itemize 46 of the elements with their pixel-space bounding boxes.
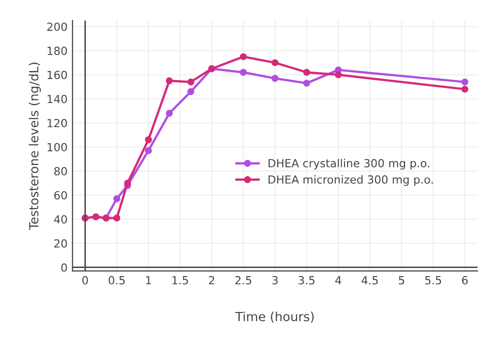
- point: [303, 80, 310, 87]
- x-tick-label: 4.5: [362, 276, 378, 284]
- y-tick-label: 80: [54, 167, 67, 176]
- point: [124, 180, 132, 187]
- y-tick-label: 0: [61, 263, 67, 272]
- y-tick-label: 160: [48, 70, 67, 80]
- point: [272, 59, 278, 66]
- x-tick-label: 0.5: [108, 276, 125, 284]
- point: [240, 68, 247, 76]
- x-tick-label: 2.5: [235, 276, 252, 284]
- point: [113, 214, 120, 222]
- x-tick-label: 6: [462, 276, 468, 284]
- x-tick-label: 3: [272, 276, 278, 284]
- point: [334, 71, 342, 78]
- y-tick-label: 120: [48, 118, 67, 128]
- x-axis-title: Time (hours): [235, 312, 314, 323]
- legend-label: DHEA crystalline 300 mg p.o.: [268, 158, 430, 170]
- x-tick-label: 3.5: [298, 276, 315, 284]
- point: [272, 74, 278, 82]
- point: [166, 77, 173, 84]
- point: [461, 78, 468, 86]
- y-tick-label: 20: [54, 239, 67, 248]
- point: [303, 68, 310, 76]
- x-tick-label: 1: [146, 276, 151, 284]
- x-tick-label: 0: [82, 276, 88, 284]
- x-tick-label: 5.5: [425, 276, 442, 284]
- x-tick-label: 5: [398, 276, 404, 284]
- y-tick-label: 140: [48, 94, 67, 104]
- point: [187, 78, 194, 86]
- point: [187, 88, 194, 96]
- point: [144, 147, 152, 154]
- point: [240, 53, 247, 60]
- point: [144, 136, 152, 144]
- y-tick-label: 40: [54, 215, 67, 224]
- y-tick-label: 180: [48, 46, 67, 56]
- y-tick-label: 60: [54, 191, 67, 200]
- legend-label: DHEA micronized 300 mg p.o.: [268, 175, 433, 186]
- y-axis-title: Testosterone levels (ng/dL): [28, 62, 41, 230]
- y-tick-label: 100: [48, 142, 67, 152]
- x-tick-label: 4: [335, 276, 342, 284]
- x-tick-label: 1.5: [172, 276, 188, 284]
- point: [166, 110, 173, 117]
- point: [461, 86, 468, 93]
- y-tick-label: 200: [47, 22, 67, 31]
- point: [113, 195, 120, 202]
- x-tick-label: 2: [209, 276, 214, 284]
